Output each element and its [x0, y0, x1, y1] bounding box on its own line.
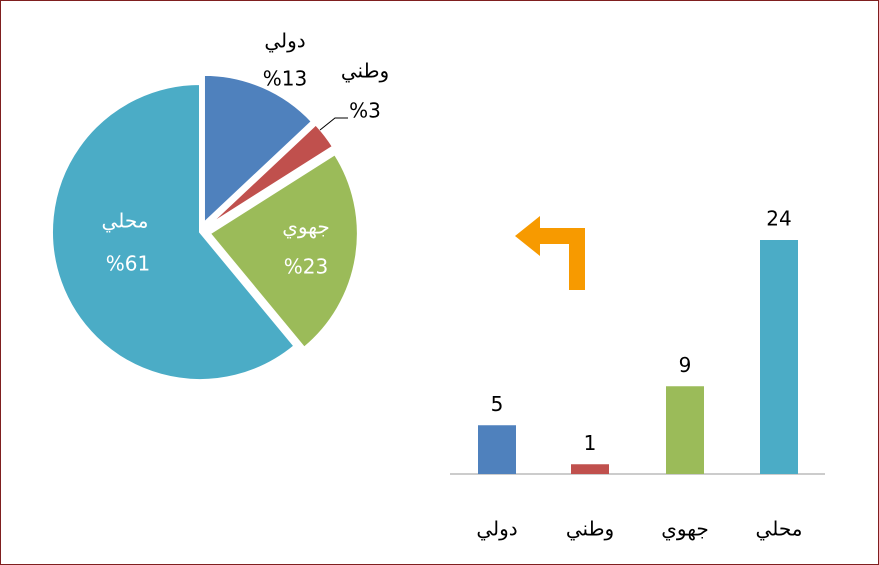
bar-value-label: 1 — [584, 431, 597, 455]
slice-value-label: %61 — [106, 252, 150, 276]
bar — [666, 386, 704, 474]
x-tick-label: دولي — [476, 517, 517, 542]
pie-slice — [202, 73, 314, 226]
pie-slice — [207, 123, 335, 227]
pie-slice — [208, 152, 359, 350]
pie-slice — [51, 82, 296, 381]
bar-value-label: 9 — [679, 353, 692, 377]
bar — [760, 240, 798, 474]
slice-label: محلي — [102, 209, 149, 234]
leader-line — [319, 117, 348, 131]
slice-value-label: %23 — [284, 255, 328, 279]
bar-value-label: 24 — [766, 207, 791, 231]
slice-value-label: %13 — [263, 67, 307, 91]
x-tick-label: جهوي — [661, 517, 709, 542]
bar — [478, 425, 516, 474]
bar — [571, 464, 609, 474]
slice-label: وطني — [341, 59, 389, 84]
slice-value-label: %3 — [349, 99, 381, 123]
slice-label: جهوي — [282, 215, 330, 240]
x-tick-label: وطني — [566, 517, 614, 542]
arrow — [515, 216, 585, 290]
slice-label: دولي — [264, 29, 305, 54]
bar-value-label: 5 — [491, 392, 504, 416]
x-tick-label: محلي — [756, 517, 803, 542]
